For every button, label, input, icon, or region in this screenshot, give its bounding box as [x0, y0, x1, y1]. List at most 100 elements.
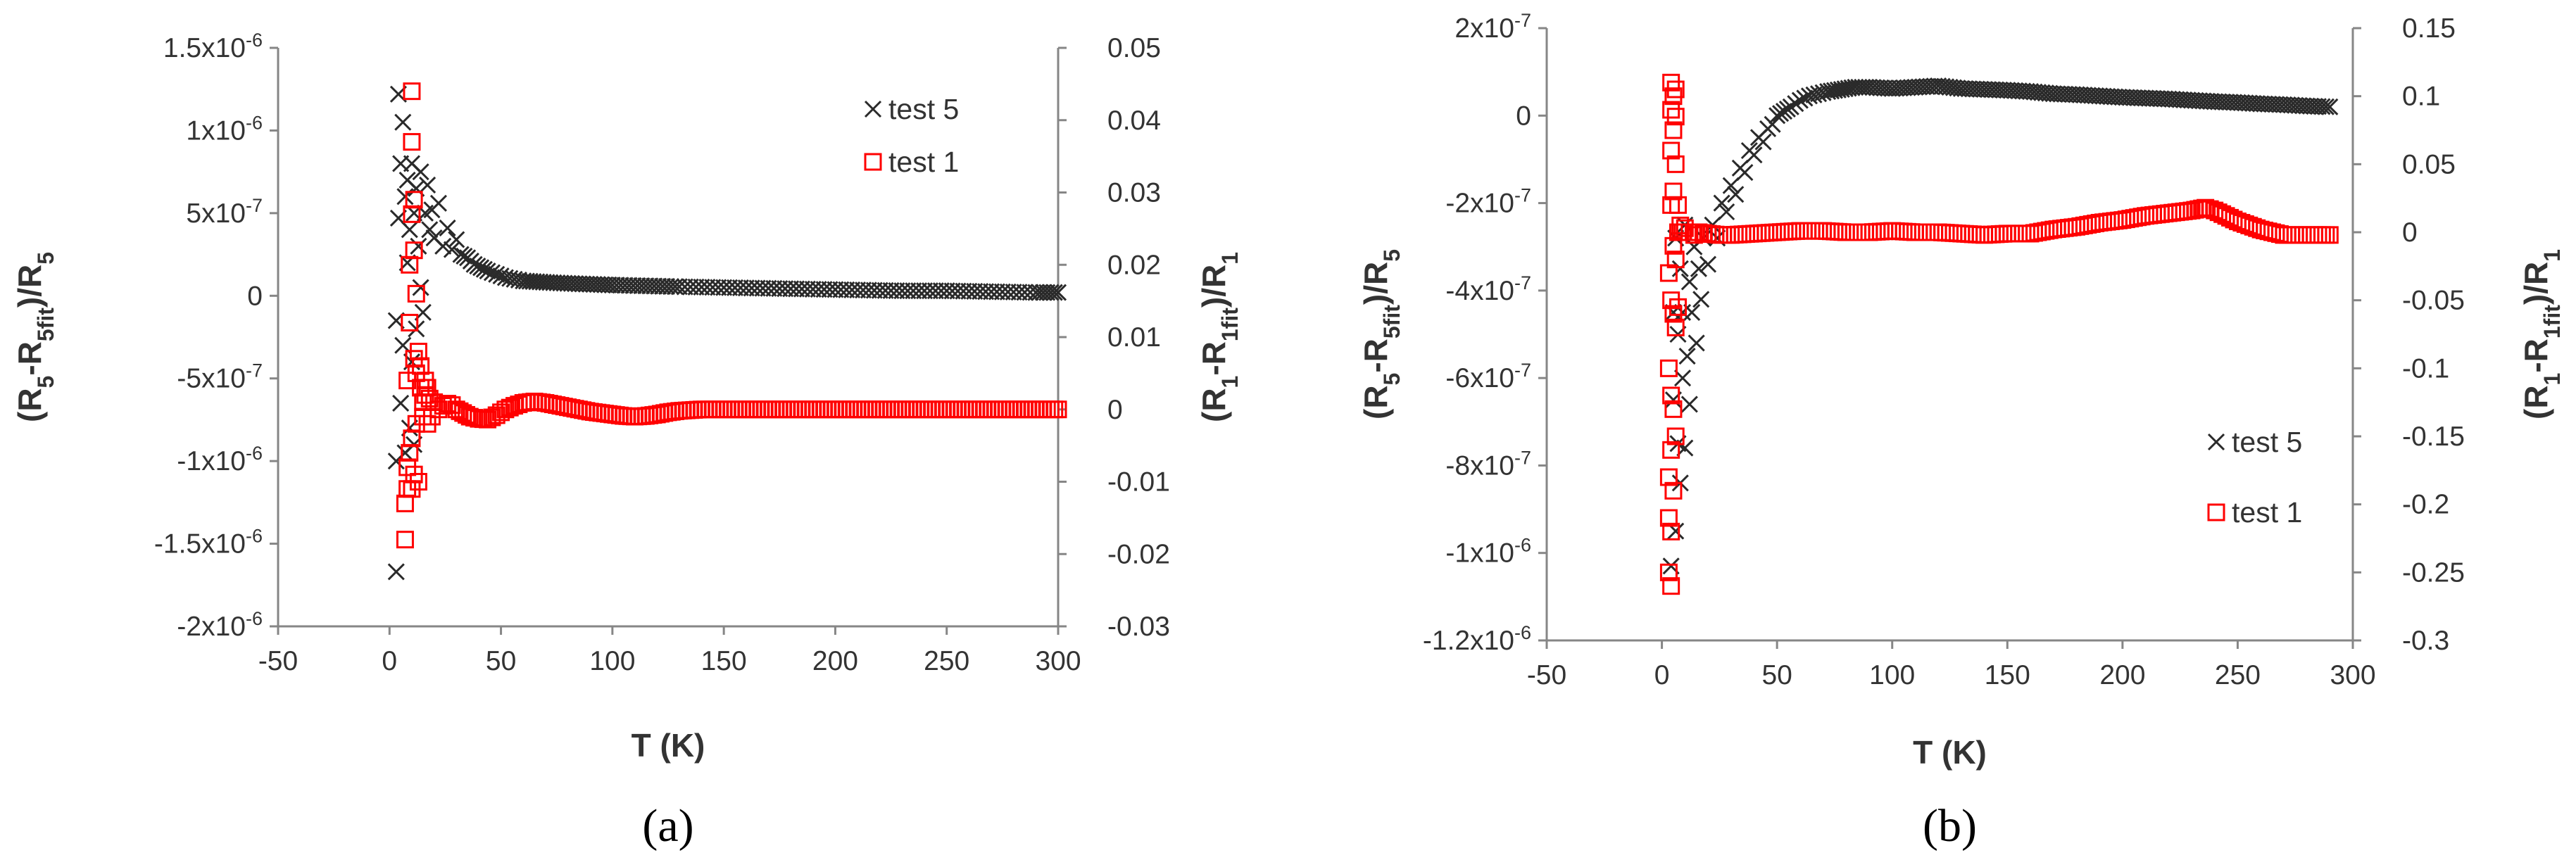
label-part: -R — [2518, 339, 2554, 373]
label-part: (R — [1357, 385, 1394, 419]
marker-stroke — [629, 277, 646, 294]
left-y-tick-label: 2x10-7 — [1455, 10, 1531, 44]
marker-stroke — [1727, 186, 1745, 203]
marker-stroke — [1671, 260, 1689, 277]
test1-data-point — [1659, 509, 1678, 527]
tick-mantissa: -2x10 — [177, 612, 246, 642]
test1-data-point — [1662, 522, 1680, 540]
test1-data-point — [434, 397, 452, 415]
marker-stroke — [429, 194, 447, 212]
tick-mantissa: 1x10 — [186, 115, 246, 146]
marker-stroke — [2207, 433, 2225, 451]
test1-data-point — [1680, 223, 1699, 241]
test5-data-point — [2321, 98, 2339, 115]
test5-data-point — [1718, 203, 1735, 221]
test5-data-point — [1680, 273, 1698, 291]
tick-mantissa: -2x10 — [1445, 189, 1514, 219]
marker-stroke — [1042, 284, 1060, 301]
marker-stroke — [475, 260, 493, 278]
right-y-tick-label: 0.03 — [1107, 178, 1161, 208]
test5-data-point — [646, 277, 663, 295]
x-tick-label: 300 — [2330, 660, 2375, 690]
left-y-tick-label: 1.5x10-6 — [163, 30, 263, 63]
right-y-tick-label: -0.03 — [1107, 612, 1170, 642]
marker-stroke — [1699, 255, 1717, 273]
right-y-tick-label: 0 — [2402, 217, 2418, 248]
tick-exponent: -7 — [1514, 447, 1531, 468]
tick-exponent: -7 — [1514, 360, 1531, 381]
tick-exponent: -7 — [1514, 185, 1531, 206]
tick-exponent: -6 — [1514, 622, 1531, 643]
marker-stroke — [1910, 78, 1928, 96]
test5-data-point — [483, 264, 501, 282]
test5-data-point — [387, 563, 405, 581]
tick-exponent: -6 — [1514, 535, 1531, 556]
label-subscript: 5 — [33, 252, 58, 265]
marker-stroke — [1764, 115, 1781, 133]
test5-data-point — [1049, 284, 1067, 301]
marker-stroke — [1822, 82, 1840, 100]
marker-stroke — [1791, 91, 1809, 109]
marker-stroke — [439, 219, 456, 237]
test5-data-point — [421, 221, 439, 239]
marker-stroke — [419, 176, 436, 194]
marker-stroke — [620, 277, 638, 294]
marker-stroke — [455, 247, 473, 265]
test1-data-point — [492, 403, 510, 422]
marker-stroke — [401, 221, 418, 239]
legend-label-test1: test 1 — [2232, 496, 2302, 529]
label-part: (R — [11, 388, 48, 422]
test5-data-point — [612, 277, 629, 294]
test1-data-point — [1664, 481, 1683, 500]
marker-stroke — [1899, 79, 1916, 96]
test5-data-point — [637, 277, 655, 295]
marker-stroke — [2313, 98, 2331, 115]
tick-exponent: -6 — [246, 608, 263, 629]
marker-stroke — [641, 277, 659, 295]
marker-stroke — [469, 257, 486, 275]
test5-data-point — [1727, 186, 1745, 203]
marker-stroke — [616, 277, 634, 294]
left-y-tick-label: 0 — [247, 281, 263, 311]
marker-stroke — [654, 277, 672, 295]
marker-stroke — [646, 277, 663, 295]
marker-stroke — [633, 277, 651, 295]
marker-stroke — [403, 155, 421, 172]
marker-stroke — [1678, 348, 1696, 365]
x-tick-label: 0 — [1654, 660, 1670, 690]
marker-stroke — [608, 277, 625, 294]
x-tick-label: 250 — [924, 646, 969, 676]
marker-stroke — [1692, 291, 1710, 308]
marker-stroke — [443, 241, 460, 258]
left-y-axis-title: (R5-R5fit)/R5 — [11, 252, 58, 422]
test1-data-point — [1664, 400, 1683, 418]
test1-data-point — [1666, 80, 1685, 99]
marker-stroke — [483, 264, 501, 282]
test5-data-point — [1042, 284, 1060, 301]
x-tick-label: 50 — [1761, 660, 1792, 690]
x-tick-label: 0 — [382, 646, 397, 676]
marker-stroke — [650, 277, 667, 295]
right-y-axis-title: (R1-R1fit)/R1 — [2518, 249, 2565, 419]
left-y-tick-label: -2x10-6 — [177, 608, 263, 642]
x-tick-label: 300 — [1035, 646, 1081, 676]
tick-mantissa: 5x10 — [186, 198, 246, 229]
marker-stroke — [392, 394, 410, 412]
test5-data-point — [662, 278, 680, 296]
legend-label-test5: test 5 — [888, 93, 959, 125]
marker-stroke — [412, 279, 429, 296]
label-subscript: 5 — [1379, 373, 1405, 386]
test1-data-point — [460, 407, 479, 426]
right-y-tick-label: -0.3 — [2402, 626, 2449, 656]
marker-stroke — [1736, 164, 1754, 182]
test5-data-point — [1826, 82, 1843, 99]
test1-data-point — [403, 133, 421, 151]
tick-exponent: -7 — [246, 195, 263, 216]
label-part: )/R — [11, 265, 48, 308]
tick-mantissa: 0 — [247, 281, 263, 311]
marker-stroke — [387, 563, 405, 581]
right-y-tick-label: 0.15 — [2402, 13, 2456, 44]
test1-data-point — [396, 494, 414, 512]
tick-exponent: -7 — [1514, 10, 1531, 31]
